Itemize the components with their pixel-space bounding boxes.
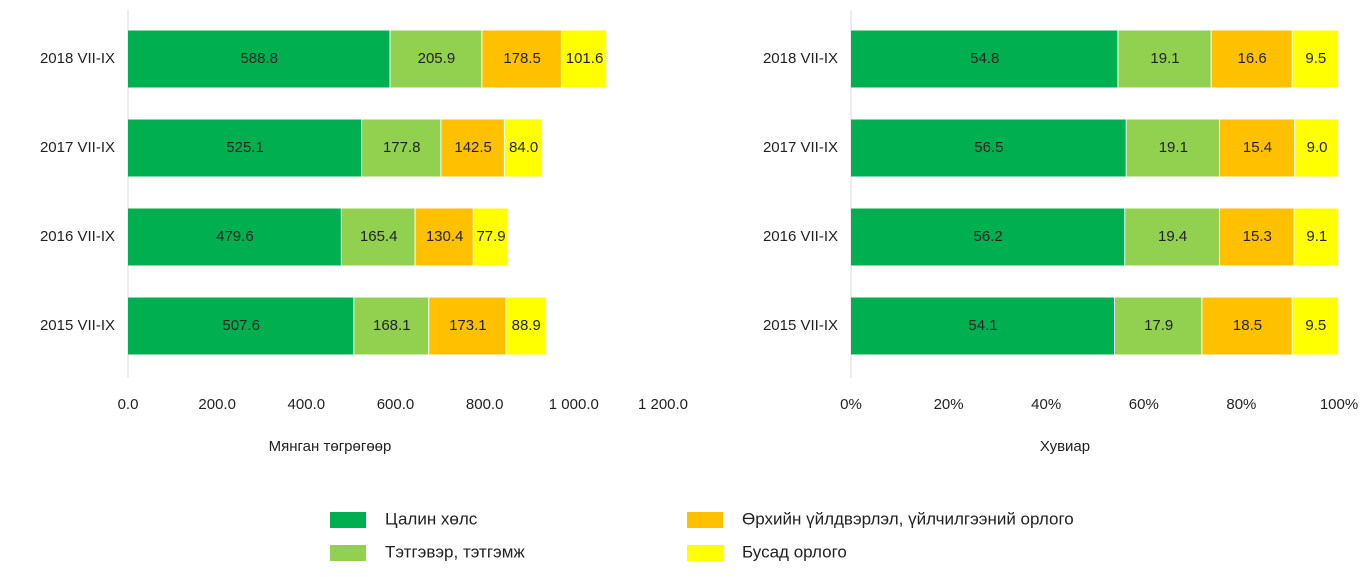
legend-label: Өрхийн үйлдвэрлэл, үйлчилгээний орлого xyxy=(742,509,1074,528)
bar-segment xyxy=(128,297,354,355)
data-label: 142.5 xyxy=(454,139,492,156)
data-label: 19.1 xyxy=(1159,139,1188,156)
bar-segment xyxy=(128,30,390,88)
data-label: 16.6 xyxy=(1238,50,1267,67)
x-tick-label: 800.0 xyxy=(466,396,504,413)
data-label: 84.0 xyxy=(509,139,538,156)
data-label: 56.5 xyxy=(974,139,1003,156)
data-label: 54.8 xyxy=(970,50,999,67)
legend-label: Тэтгэвэр, тэтгэмж xyxy=(385,542,525,561)
data-label: 177.8 xyxy=(383,139,421,156)
bar-segment xyxy=(128,208,341,266)
x-tick-label: 1 000.0 xyxy=(549,396,599,413)
data-label: 173.1 xyxy=(449,317,487,334)
data-label: 18.5 xyxy=(1233,317,1262,334)
x-tick-label: 400.0 xyxy=(288,396,326,413)
x-tick-label: 100% xyxy=(1320,396,1358,413)
y-tick-label: 2016 VII-IX xyxy=(40,228,115,245)
y-tick-label: 2015 VII-IX xyxy=(40,317,115,334)
bar-segment xyxy=(506,297,546,355)
x-tick-label: 0.0 xyxy=(118,396,139,413)
data-label: 56.2 xyxy=(974,228,1003,245)
data-label: 588.8 xyxy=(240,50,278,67)
bar-segment xyxy=(415,208,473,266)
x-tick-label: 20% xyxy=(934,396,964,413)
data-label: 15.4 xyxy=(1243,139,1272,156)
x-tick-label: 0% xyxy=(840,396,862,413)
bar-segment xyxy=(851,119,1126,177)
bar-segment xyxy=(1115,297,1202,355)
y-tick-label: 2018 VII-IX xyxy=(763,50,838,67)
x-tick-label: 80% xyxy=(1226,396,1256,413)
data-label: 178.5 xyxy=(503,50,541,67)
bar-segment xyxy=(1125,208,1219,266)
bar-segment xyxy=(473,208,508,266)
bar-segment xyxy=(561,30,607,88)
bar-segment xyxy=(362,119,441,177)
data-label: 15.3 xyxy=(1243,228,1272,245)
bar-segment xyxy=(851,30,1118,88)
bar-segment xyxy=(851,297,1115,355)
bar-segment xyxy=(429,297,506,355)
bar-segment xyxy=(441,119,504,177)
data-label: 525.1 xyxy=(226,139,264,156)
y-tick-label: 2017 VII-IX xyxy=(40,139,115,156)
bar-segment xyxy=(341,208,415,266)
data-label: 88.9 xyxy=(512,317,541,334)
y-tick-label: 2017 VII-IX xyxy=(763,139,838,156)
data-label: 168.1 xyxy=(373,317,411,334)
x-tick-label: 1 200.0 xyxy=(638,396,688,413)
data-label: 17.9 xyxy=(1144,317,1173,334)
x-axis-label: Мянган төгрөгөөр xyxy=(269,438,392,455)
data-label: 101.6 xyxy=(566,50,604,67)
data-label: 130.4 xyxy=(426,228,464,245)
bar-segment xyxy=(1292,30,1338,88)
legend-swatch xyxy=(687,512,723,528)
data-label: 54.1 xyxy=(968,317,997,334)
data-label: 77.9 xyxy=(476,228,505,245)
bar-segment xyxy=(1118,30,1211,88)
data-label: 19.1 xyxy=(1150,50,1179,67)
bar-segment xyxy=(1219,208,1294,266)
data-label: 165.4 xyxy=(360,228,398,245)
bar-segment xyxy=(504,119,542,177)
bar-segment xyxy=(1219,119,1295,177)
bar-segment xyxy=(354,297,429,355)
legend-swatch xyxy=(330,512,366,528)
x-axis-label: Хувиар xyxy=(1040,438,1090,455)
data-label: 9.5 xyxy=(1305,317,1326,334)
bar-segment xyxy=(1292,297,1338,355)
legend-swatch xyxy=(687,545,723,561)
bar-segment xyxy=(1294,208,1338,266)
legend-swatch xyxy=(330,545,366,561)
bar-segment xyxy=(390,30,482,88)
y-tick-label: 2015 VII-IX xyxy=(763,317,838,334)
bar-segment xyxy=(482,30,561,88)
bar-segment xyxy=(128,119,362,177)
data-label: 9.0 xyxy=(1307,139,1328,156)
data-label: 205.9 xyxy=(418,50,456,67)
x-tick-label: 40% xyxy=(1031,396,1061,413)
y-tick-label: 2018 VII-IX xyxy=(40,50,115,67)
bar-segment xyxy=(851,208,1125,266)
x-tick-label: 600.0 xyxy=(377,396,415,413)
data-label: 479.6 xyxy=(216,228,254,245)
data-label: 507.6 xyxy=(222,317,260,334)
legend-label: Цалин хөлс xyxy=(385,509,478,528)
x-tick-label: 60% xyxy=(1129,396,1159,413)
y-tick-label: 2016 VII-IX xyxy=(763,228,838,245)
x-tick-label: 200.0 xyxy=(198,396,236,413)
data-label: 9.1 xyxy=(1306,228,1327,245)
legend-label: Бусад орлого xyxy=(742,542,847,561)
bar-segment xyxy=(1295,119,1338,177)
bar-segment xyxy=(1202,297,1292,355)
bar-segment xyxy=(1126,119,1219,177)
bar-segment xyxy=(1211,30,1292,88)
data-label: 9.5 xyxy=(1305,50,1326,67)
data-label: 19.4 xyxy=(1158,228,1187,245)
